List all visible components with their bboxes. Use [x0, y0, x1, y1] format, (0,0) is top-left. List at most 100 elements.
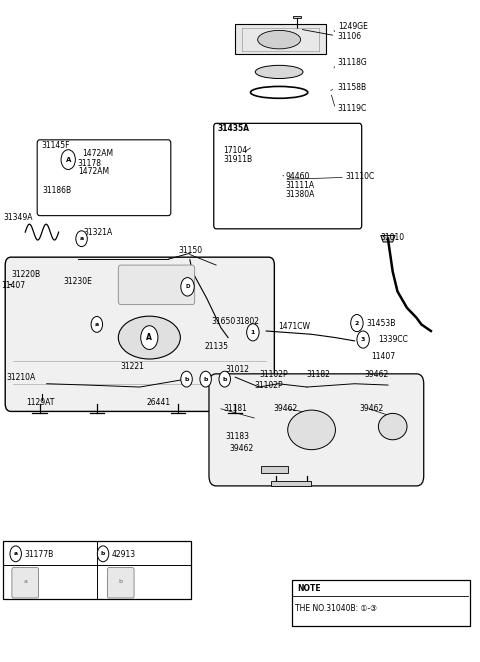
Circle shape — [181, 277, 194, 296]
Polygon shape — [6, 281, 9, 287]
Text: 3: 3 — [361, 337, 365, 342]
Text: 31181: 31181 — [223, 404, 247, 414]
Text: 11407: 11407 — [371, 352, 396, 361]
Text: b: b — [101, 551, 105, 556]
Circle shape — [216, 323, 226, 336]
Text: 21135: 21135 — [204, 342, 228, 351]
Text: 31221: 31221 — [120, 361, 144, 371]
Text: 31158B: 31158B — [338, 83, 367, 93]
Text: 31182: 31182 — [307, 370, 331, 379]
Text: 42913: 42913 — [112, 550, 136, 559]
Circle shape — [219, 371, 230, 387]
FancyBboxPatch shape — [37, 140, 171, 216]
Text: 31145F: 31145F — [41, 141, 70, 150]
Text: 39462: 39462 — [274, 404, 298, 414]
Text: D: D — [185, 285, 190, 289]
Text: 11407: 11407 — [1, 281, 25, 290]
Text: 39462: 39462 — [229, 444, 254, 453]
Text: 31453B: 31453B — [366, 318, 396, 328]
FancyBboxPatch shape — [12, 567, 38, 598]
Text: 31106: 31106 — [338, 32, 362, 41]
Ellipse shape — [378, 413, 407, 440]
Circle shape — [76, 231, 87, 247]
Ellipse shape — [288, 410, 336, 449]
Polygon shape — [262, 466, 288, 473]
Text: A: A — [146, 333, 152, 342]
Text: b: b — [119, 579, 123, 585]
Text: b: b — [223, 377, 227, 381]
Circle shape — [61, 150, 75, 169]
Text: 31435A: 31435A — [217, 124, 250, 133]
Text: 31220B: 31220B — [11, 270, 40, 279]
Text: 1129AT: 1129AT — [26, 398, 55, 407]
Text: THE NO.31040B: ①-③: THE NO.31040B: ①-③ — [295, 604, 377, 613]
Text: 17104: 17104 — [223, 146, 247, 155]
Text: 31119C: 31119C — [338, 104, 367, 113]
Text: A: A — [65, 157, 71, 163]
Circle shape — [247, 324, 259, 341]
Text: 31210A: 31210A — [6, 373, 36, 383]
FancyBboxPatch shape — [5, 257, 275, 411]
Circle shape — [200, 371, 211, 387]
Polygon shape — [263, 222, 275, 226]
Text: 31012: 31012 — [226, 365, 250, 374]
Text: 31230E: 31230E — [63, 277, 92, 285]
Text: a: a — [95, 322, 99, 327]
Text: 31150: 31150 — [178, 246, 202, 256]
Text: 94460: 94460 — [285, 172, 310, 181]
Text: 31186B: 31186B — [42, 185, 71, 195]
Text: 1339CC: 1339CC — [378, 335, 408, 344]
Text: 2: 2 — [355, 320, 359, 326]
Text: 31380A: 31380A — [285, 189, 315, 199]
FancyBboxPatch shape — [214, 123, 362, 229]
FancyBboxPatch shape — [118, 265, 195, 305]
Circle shape — [10, 546, 22, 562]
Text: 1472AM: 1472AM — [78, 167, 109, 176]
Ellipse shape — [257, 134, 280, 146]
Text: 31321A: 31321A — [84, 228, 113, 238]
Circle shape — [141, 326, 158, 350]
Text: 39462: 39462 — [360, 404, 384, 414]
FancyBboxPatch shape — [3, 541, 191, 599]
Circle shape — [235, 323, 245, 336]
FancyBboxPatch shape — [209, 374, 424, 486]
Text: 31110C: 31110C — [345, 172, 374, 181]
Text: b: b — [184, 377, 189, 381]
Circle shape — [181, 371, 192, 387]
Circle shape — [351, 314, 363, 332]
Text: 31911B: 31911B — [223, 155, 252, 164]
Circle shape — [97, 546, 109, 562]
Text: 31177B: 31177B — [24, 550, 54, 559]
Text: 31111A: 31111A — [285, 181, 314, 190]
Text: NOTE: NOTE — [297, 585, 321, 593]
Text: 26441: 26441 — [147, 398, 171, 407]
Text: 31178: 31178 — [78, 159, 102, 168]
Polygon shape — [293, 16, 301, 18]
Text: 1472AM: 1472AM — [83, 150, 114, 158]
Text: 31183: 31183 — [226, 432, 250, 441]
Polygon shape — [271, 481, 311, 486]
Text: 31102P: 31102P — [259, 370, 288, 379]
Polygon shape — [38, 393, 45, 395]
Polygon shape — [381, 236, 395, 242]
Circle shape — [91, 316, 103, 332]
Ellipse shape — [255, 66, 303, 79]
Text: a: a — [80, 236, 84, 241]
Text: 31650: 31650 — [211, 317, 236, 326]
Text: 31802: 31802 — [235, 317, 259, 326]
Text: 31118G: 31118G — [338, 58, 368, 68]
Text: a: a — [14, 551, 18, 556]
Ellipse shape — [258, 30, 300, 49]
Text: 1: 1 — [251, 330, 255, 335]
Text: 31102P: 31102P — [254, 381, 283, 391]
FancyBboxPatch shape — [291, 580, 470, 626]
FancyBboxPatch shape — [108, 567, 134, 598]
Circle shape — [357, 331, 369, 348]
Text: 1471CW: 1471CW — [278, 322, 310, 331]
Text: 31349A: 31349A — [4, 213, 33, 222]
Text: 1249GE: 1249GE — [338, 22, 368, 31]
Text: b: b — [204, 377, 208, 381]
Ellipse shape — [118, 316, 180, 359]
Text: 39462: 39462 — [364, 370, 388, 379]
Polygon shape — [235, 24, 326, 54]
